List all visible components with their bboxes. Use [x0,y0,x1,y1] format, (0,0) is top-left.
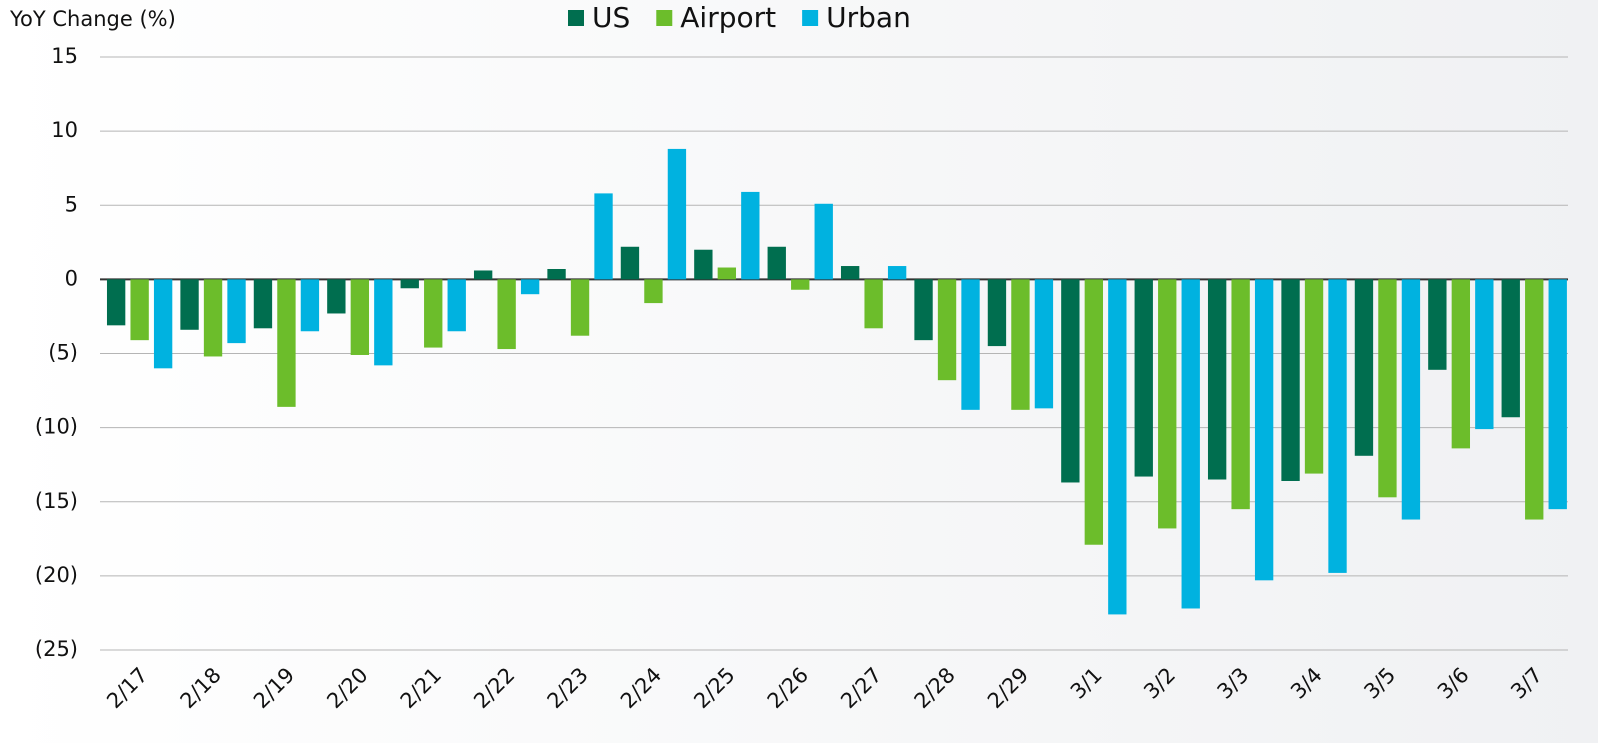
bar [694,249,713,280]
bar [547,268,566,280]
bar [1548,279,1567,510]
bar [1475,279,1494,430]
bar [203,279,223,357]
bar [1328,279,1347,573]
bar [1011,279,1030,410]
y-tick-label: (15) [35,489,78,513]
bar [1108,279,1127,615]
bar [741,191,760,280]
bar [106,279,126,326]
bar [667,148,687,280]
bar [791,279,810,290]
bar [864,279,883,329]
bar [300,279,320,332]
y-tick-label: (20) [35,563,78,587]
bar [1231,279,1250,510]
bar [447,279,466,332]
bar [937,279,957,381]
bar [1451,279,1471,449]
bar [914,279,933,341]
bar [277,279,296,407]
bar [1354,279,1374,456]
bar [814,203,833,280]
legend-swatch [568,10,584,26]
bar [1401,279,1421,520]
bar [1501,279,1520,418]
bar [840,266,860,280]
bar [153,279,173,369]
legend-label: Airport [680,1,776,34]
bar [327,279,346,314]
bar [374,279,393,366]
y-axis-label: YoY Change (%) [9,7,176,31]
legend-swatch [656,10,673,26]
bar [620,246,640,280]
y-tick-label: 10 [51,118,78,142]
bar [1254,279,1274,581]
bar [961,279,980,410]
bar [1378,279,1397,498]
bar [987,279,1007,347]
bar [1207,279,1227,480]
bar [1525,279,1544,520]
y-tick-label: 0 [65,266,78,290]
y-tick-label: 15 [51,44,78,68]
bar [473,270,493,280]
bar [1134,279,1153,477]
bar [594,193,613,280]
bar [130,279,149,341]
bar [1181,279,1200,609]
bar [717,267,737,280]
bar [887,266,907,280]
bar [424,279,443,348]
bar [1281,279,1300,481]
bar [1158,279,1177,529]
legend-swatch [802,10,819,26]
y-tick-label: 5 [65,192,78,216]
bar [400,279,419,289]
bar [497,279,516,350]
bar [253,279,273,329]
bar [180,279,199,330]
bar [570,279,590,336]
bar [350,279,370,355]
bar [767,246,786,280]
bar [1061,279,1080,483]
y-tick-label: (5) [48,341,78,365]
bar [1428,279,1447,370]
legend-label: US [592,1,630,34]
bar [520,279,540,295]
bar [1304,279,1324,474]
bar [227,279,246,344]
bar [1034,279,1054,409]
y-tick-label: (10) [35,415,78,439]
bar [644,279,663,304]
legend-label: Urban [826,1,911,34]
y-tick-label: (25) [35,637,78,661]
bar [1084,279,1104,545]
